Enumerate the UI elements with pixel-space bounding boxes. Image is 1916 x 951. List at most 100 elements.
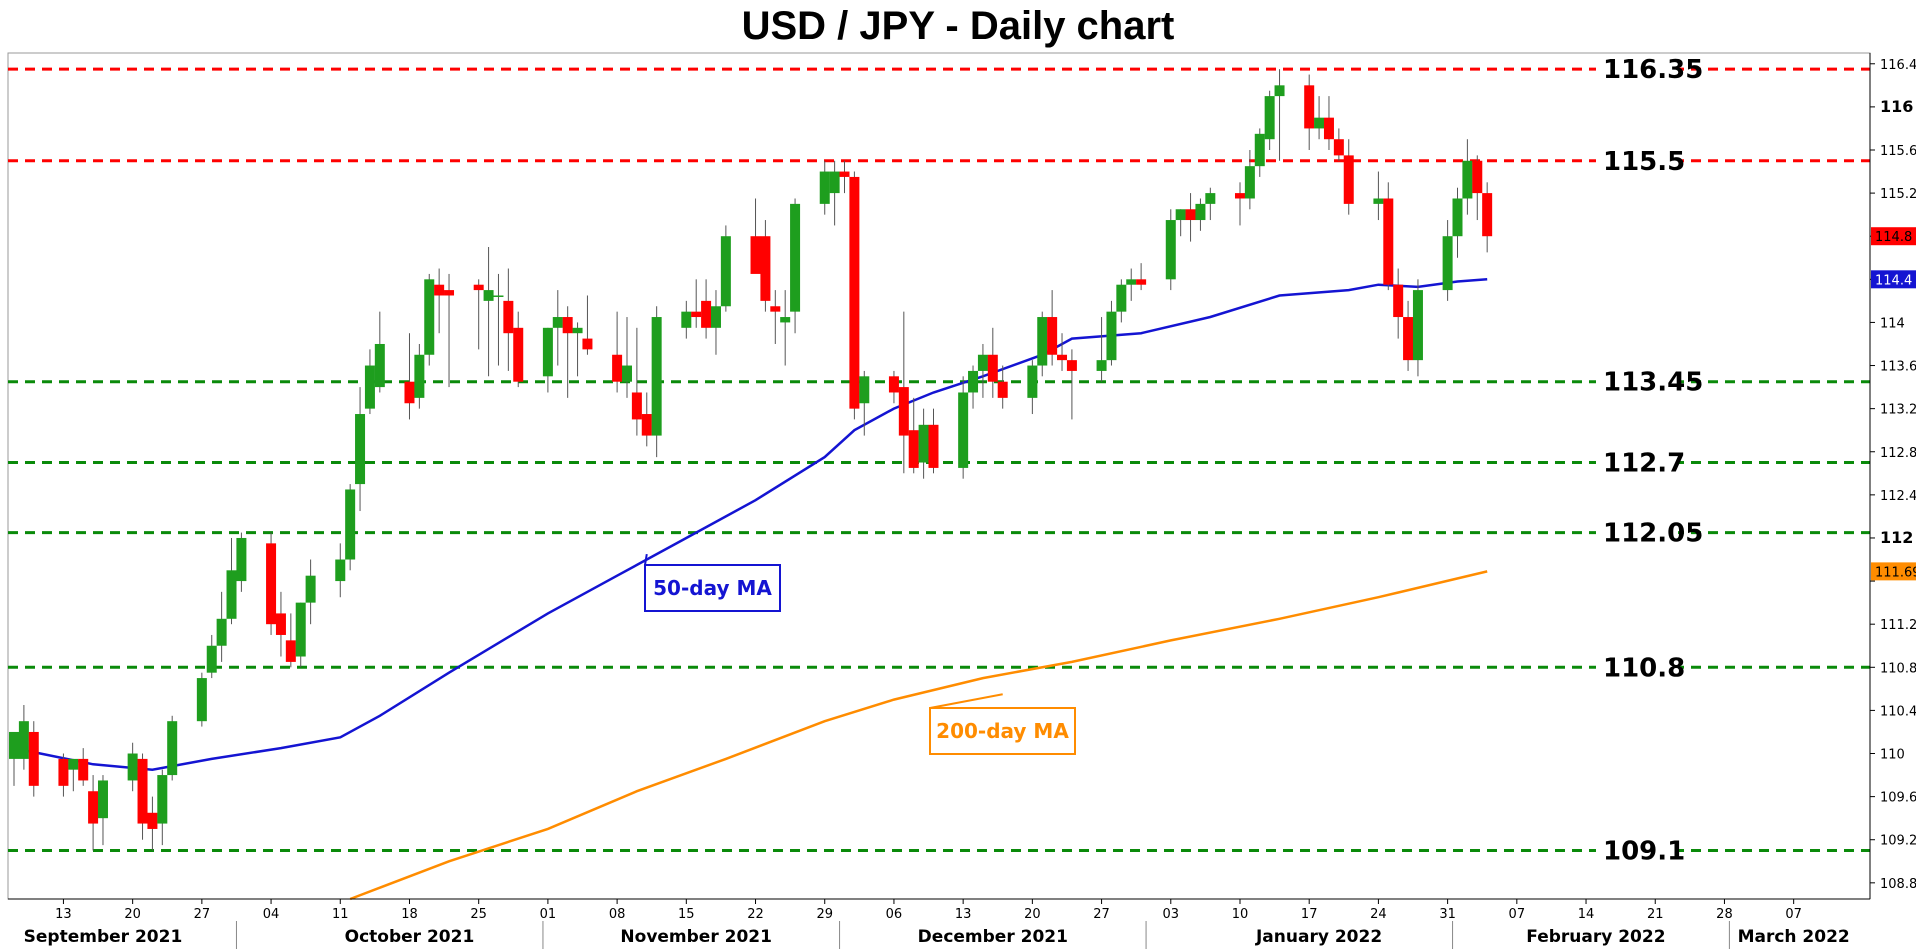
- candle-body: [651, 317, 662, 436]
- candle-body: [147, 812, 158, 829]
- candle-body: [434, 284, 445, 296]
- y-tick-label: 113.6: [1880, 360, 1916, 375]
- candle-body: [1175, 209, 1186, 221]
- x-tick-label: 01: [540, 907, 557, 922]
- axis-badge-label: 114.4: [1875, 273, 1912, 288]
- x-tick-label: 21: [1647, 907, 1664, 922]
- y-tick-label: 115.6: [1880, 144, 1916, 159]
- candle-body: [414, 354, 425, 398]
- y-tick-label: 112: [1880, 528, 1913, 547]
- y-tick-label: 110: [1880, 748, 1905, 763]
- x-tick-label: 31: [1439, 907, 1456, 922]
- candle-body: [1185, 209, 1196, 221]
- candle-body: [1047, 317, 1058, 355]
- annotation-label: 50-day MA: [653, 576, 772, 600]
- level-label-109.1: 109.1: [1603, 837, 1685, 867]
- candle-body: [68, 758, 79, 770]
- y-tick-label: 112.4: [1880, 489, 1916, 504]
- candle-body: [226, 570, 237, 619]
- month-label: December 2021: [918, 927, 1068, 947]
- candle-body: [552, 317, 563, 328]
- x-tick-label: 13: [955, 907, 972, 922]
- candle-body: [691, 311, 702, 318]
- candle-body: [928, 424, 939, 468]
- y-tick-label: 115.2: [1880, 187, 1916, 202]
- candle-body: [1343, 155, 1354, 204]
- month-label: September 2021: [24, 927, 183, 947]
- candle-body: [720, 236, 731, 307]
- candle-body: [424, 279, 435, 355]
- level-label-110.8: 110.8: [1603, 653, 1685, 683]
- candle-body: [1106, 311, 1117, 361]
- y-tick-label: 110.4: [1880, 704, 1916, 719]
- candle-body: [958, 392, 969, 468]
- level-label-bg: [1596, 836, 1678, 865]
- candle-body: [977, 354, 988, 371]
- x-tick-label: 07: [1509, 907, 1526, 922]
- level-label-bg: [1596, 367, 1678, 396]
- annotation-box: [929, 707, 1076, 755]
- candle-body: [1403, 317, 1414, 361]
- candle-body: [78, 758, 89, 781]
- candle-body: [285, 640, 296, 662]
- candle-body: [345, 489, 356, 560]
- candle-body: [206, 645, 217, 673]
- candle-body: [612, 354, 623, 382]
- level-label-bg: [1596, 518, 1678, 547]
- candle-body: [1205, 193, 1216, 204]
- candle-body: [770, 306, 781, 312]
- candle-body: [1442, 236, 1453, 291]
- x-tick-label: 04: [263, 907, 280, 922]
- annotation-leader: [644, 553, 648, 566]
- candle-body: [1027, 365, 1038, 398]
- candle-body: [1116, 284, 1127, 312]
- candle-body: [839, 171, 850, 177]
- candle-body: [503, 300, 514, 334]
- candle-body: [780, 317, 791, 323]
- x-tick-label: 17: [1301, 907, 1318, 922]
- candle-body: [849, 176, 860, 409]
- candle-body: [1037, 317, 1048, 366]
- month-label: February 2022: [1526, 927, 1665, 947]
- candle-body: [1373, 198, 1384, 204]
- candle-body: [1195, 203, 1206, 221]
- candle-body: [18, 721, 29, 759]
- candle-body: [1096, 360, 1107, 371]
- candle-body: [216, 618, 227, 646]
- candle-body: [137, 758, 148, 824]
- x-tick-label: 14: [1578, 907, 1595, 922]
- candle-body: [859, 376, 870, 404]
- candle-body: [473, 284, 484, 291]
- x-tick-label: 20: [1024, 907, 1041, 922]
- candle-body: [701, 300, 712, 328]
- y-tick-label: 108.8: [1880, 877, 1916, 892]
- month-label: November 2021: [620, 927, 772, 947]
- candle-body: [1412, 290, 1423, 361]
- candle-body: [266, 543, 277, 625]
- x-tick-label: 07: [1785, 907, 1802, 922]
- candle-body: [1126, 279, 1137, 285]
- x-tick-label: 15: [678, 907, 695, 922]
- x-tick-label: 08: [609, 907, 626, 922]
- moving-averages: [13, 278, 1488, 901]
- candle-body: [236, 537, 247, 582]
- candle-body: [1314, 117, 1325, 129]
- x-tick-label: 13: [55, 907, 72, 922]
- candle-body: [374, 343, 385, 388]
- candle-body: [918, 424, 929, 463]
- x-tick-label: 27: [194, 907, 211, 922]
- candle-body: [1274, 85, 1285, 97]
- candle-body: [1136, 279, 1147, 285]
- candle-body: [987, 354, 998, 382]
- candle-body: [58, 758, 69, 786]
- candle-body: [97, 780, 108, 819]
- candle-body: [542, 327, 553, 377]
- y-tick-label: 116.4: [1880, 58, 1916, 73]
- candle-body: [1383, 198, 1394, 285]
- ma-line-200-day-ma: [349, 570, 1488, 901]
- x-tick-label: 18: [401, 907, 418, 922]
- level-label-112.05: 112.05: [1603, 519, 1703, 549]
- level-label-112.7: 112.7: [1603, 449, 1685, 479]
- candle-body: [1264, 96, 1275, 140]
- candle-body: [760, 236, 771, 301]
